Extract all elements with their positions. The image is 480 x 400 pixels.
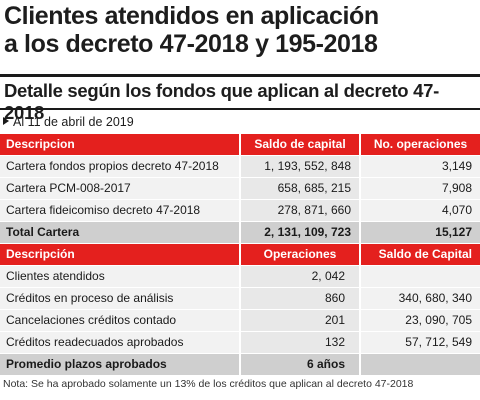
cell-operaciones: 2, 042 bbox=[240, 265, 361, 288]
footnote: Nota: Se ha aprobado solamente un 13% de… bbox=[3, 378, 414, 390]
clients-table: Descripción Operaciones Saldo de Capital… bbox=[0, 244, 480, 376]
column-header-operaciones: Operaciones bbox=[240, 244, 361, 266]
cell-saldo: 278, 871, 660 bbox=[240, 199, 361, 222]
total-plazos: 6 años bbox=[240, 353, 361, 376]
date-text: Al 11 de abril de 2019 bbox=[13, 115, 134, 129]
table-header-row: Descripcion Saldo de capital No. operaci… bbox=[0, 134, 480, 156]
cell-operaciones: 7,908 bbox=[360, 177, 480, 200]
portfolio-table: Descripcion Saldo de capital No. operaci… bbox=[0, 134, 480, 244]
cell-description: Cartera fideicomiso decreto 47-2018 bbox=[0, 199, 241, 222]
table-header-row: Descripción Operaciones Saldo de Capital bbox=[0, 244, 480, 266]
cell-description: Clientes atendidos bbox=[0, 265, 241, 288]
total-saldo: 2, 131, 109, 723 bbox=[240, 221, 361, 244]
table-row: Créditos readecuados aprobados 132 57, 7… bbox=[0, 331, 480, 354]
cell-saldo bbox=[360, 265, 480, 288]
table-row: Cartera fideicomiso decreto 47-2018 278,… bbox=[0, 199, 480, 222]
cell-description: Créditos readecuados aprobados bbox=[0, 331, 241, 354]
total-row: Total Cartera 2, 131, 109, 723 15,127 bbox=[0, 221, 480, 244]
total-empty bbox=[360, 353, 480, 376]
column-header-operaciones: No. operaciones bbox=[360, 134, 480, 156]
cell-saldo: 57, 712, 549 bbox=[360, 331, 480, 354]
column-header-descripcion: Descripción bbox=[0, 244, 241, 266]
triangle-bullet-icon bbox=[3, 117, 9, 125]
column-header-saldo: Saldo de Capital bbox=[360, 244, 480, 266]
page-title: Clientes atendidos en aplicación a los d… bbox=[4, 2, 476, 58]
total-label: Total Cartera bbox=[0, 221, 241, 244]
cell-description: Cartera fondos propios decreto 47-2018 bbox=[0, 155, 241, 178]
title-line-1: Clientes atendidos en aplicación bbox=[4, 2, 379, 30]
cell-operaciones: 201 bbox=[240, 309, 361, 332]
cell-operaciones: 3,149 bbox=[360, 155, 480, 178]
cell-description: Cancelaciones créditos contado bbox=[0, 309, 241, 332]
subtitle: Detalle según los fondos que aplican al … bbox=[4, 80, 439, 123]
cell-operaciones: 4,070 bbox=[360, 199, 480, 222]
title-divider bbox=[0, 74, 480, 77]
title-line-2: a los decreto 47-2018 y 195-2018 bbox=[4, 30, 378, 58]
cell-description: Créditos en proceso de análisis bbox=[0, 287, 241, 310]
table-row: Cancelaciones créditos contado 201 23, 0… bbox=[0, 309, 480, 332]
cell-saldo: 1, 193, 552, 848 bbox=[240, 155, 361, 178]
cell-operaciones: 132 bbox=[240, 331, 361, 354]
total-operaciones: 15,127 bbox=[360, 221, 480, 244]
cell-description: Cartera PCM-008-2017 bbox=[0, 177, 241, 200]
total-label: Promedio plazos aprobados bbox=[0, 353, 241, 376]
cell-saldo: 340, 680, 340 bbox=[360, 287, 480, 310]
table-row: Cartera PCM-008-2017 658, 685, 215 7,908 bbox=[0, 177, 480, 200]
cell-saldo: 658, 685, 215 bbox=[240, 177, 361, 200]
cell-saldo: 23, 090, 705 bbox=[360, 309, 480, 332]
date-line: Al 11 de abril de 2019 bbox=[3, 114, 134, 130]
table-row: Cartera fondos propios decreto 47-2018 1… bbox=[0, 155, 480, 178]
table-row: Clientes atendidos 2, 042 bbox=[0, 265, 480, 288]
subtitle-divider bbox=[0, 108, 480, 110]
cell-operaciones: 860 bbox=[240, 287, 361, 310]
total-row: Promedio plazos aprobados 6 años bbox=[0, 353, 480, 376]
table-row: Créditos en proceso de análisis 860 340,… bbox=[0, 287, 480, 310]
column-header-descripcion: Descripcion bbox=[0, 134, 241, 156]
column-header-saldo: Saldo de capital bbox=[240, 134, 361, 156]
